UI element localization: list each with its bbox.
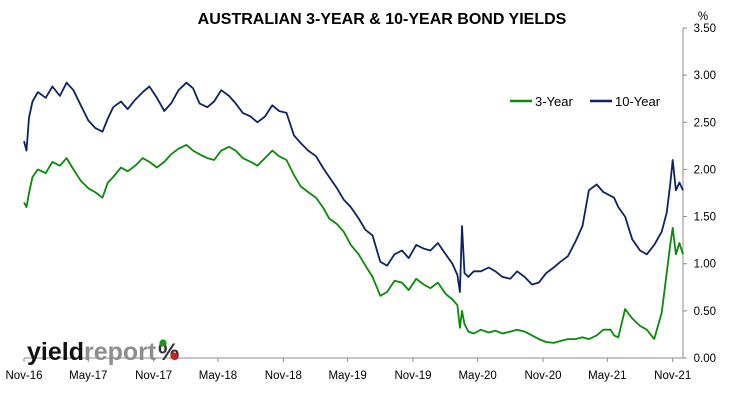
x-tick-label: Nov-20 [524,370,561,382]
x-tick-label: Nov-21 [654,370,691,382]
y-axis: 0.00 0.50 1.00 1.50 2.00 2.50 3.00 3.50 [682,23,716,365]
series-line-10-year [23,81,684,293]
series-layer [23,81,684,344]
logo-red-dot [170,352,178,360]
y-axis-unit: % [698,11,708,23]
x-tick-label: Nov-16 [5,370,42,382]
logo-text-yield: yield [27,338,84,366]
x-axis: Nov-16 May-17 Nov-17 May-18 Nov-18 May-19 Nov-… [5,357,691,382]
x-tick-label: Nov-18 [265,370,302,382]
legend-label-3-year: 3-Year [535,94,573,109]
x-tick-label: Nov-19 [394,370,431,382]
y-tick-label: 3.00 [694,70,716,82]
x-tick-label: May-21 [588,370,626,382]
series-line-3-year [23,143,684,344]
legend: 3-Year 10-Year [510,94,661,109]
y-tick-label: 1.00 [694,259,716,271]
x-tick-label: Nov-17 [135,370,172,382]
x-tick-label: May-18 [199,370,237,382]
logo-green-dot [159,339,167,347]
x-tick-label: May-20 [458,370,496,382]
y-tick-label: 0.50 [694,306,716,318]
y-tick-label: 1.50 [694,212,716,224]
chart-title: AUSTRALIAN 3-YEAR & 10-YEAR BOND YIELDS [198,11,567,28]
legend-label-10-year: 10-Year [615,94,661,109]
y-tick-label: 2.50 [694,117,716,129]
logo-text-report: report [84,338,157,366]
x-tick-label: May-19 [328,370,366,382]
yieldreport-logo: yieldreport % [27,338,179,366]
x-tick-label: May-17 [69,370,107,382]
y-tick-label: 0.00 [694,353,716,365]
svg-text:yieldreport: yieldreport [27,338,157,366]
y-tick-label: 2.00 [694,164,716,176]
y-tick-label: 3.50 [694,23,716,35]
